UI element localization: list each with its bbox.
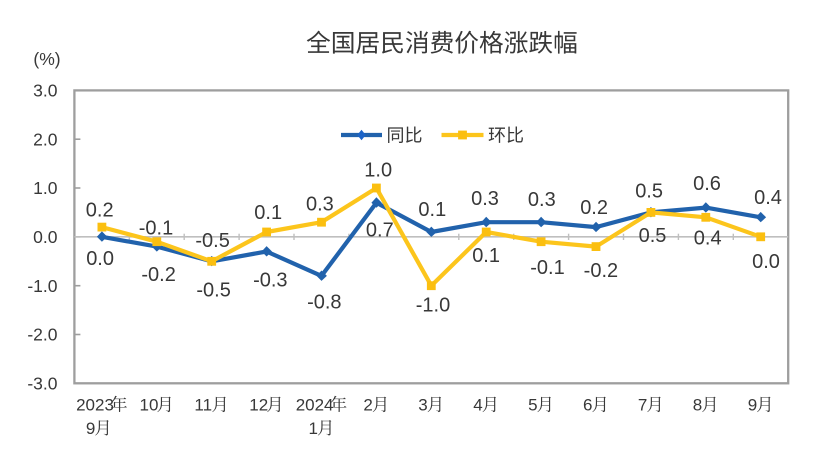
svg-text:0.4: 0.4 <box>694 228 722 250</box>
svg-text:3: 3 <box>418 396 427 415</box>
svg-text:0.2: 0.2 <box>580 197 608 219</box>
svg-text:0.7: 0.7 <box>366 219 394 241</box>
svg-text:0.0: 0.0 <box>752 251 780 273</box>
svg-text:-1.0: -1.0 <box>27 276 57 296</box>
svg-text:0.4: 0.4 <box>754 187 782 209</box>
svg-text:0.0: 0.0 <box>33 227 58 247</box>
svg-text:-0.2: -0.2 <box>141 264 175 286</box>
svg-text:11: 11 <box>194 396 212 415</box>
svg-text:2024: 2024 <box>296 396 334 415</box>
svg-text:0.1: 0.1 <box>472 245 500 267</box>
svg-text:1: 1 <box>309 419 318 438</box>
svg-text:2: 2 <box>363 396 372 415</box>
svg-text:-1.0: -1.0 <box>416 295 450 317</box>
svg-text:-0.1: -0.1 <box>530 257 564 279</box>
svg-text:1.0: 1.0 <box>33 178 58 198</box>
svg-text:2023: 2023 <box>76 396 114 415</box>
svg-text:-2.0: -2.0 <box>27 325 57 345</box>
svg-text:0.0: 0.0 <box>86 248 114 270</box>
svg-text:9: 9 <box>748 396 757 415</box>
svg-text:5: 5 <box>528 396 537 415</box>
svg-text:0.6: 0.6 <box>693 173 721 195</box>
svg-text:10: 10 <box>140 396 159 415</box>
svg-text:6: 6 <box>583 396 592 415</box>
svg-text:0.1: 0.1 <box>418 199 446 221</box>
svg-text:-0.5: -0.5 <box>195 230 229 252</box>
svg-text:2.0: 2.0 <box>33 129 58 149</box>
svg-text:-0.1: -0.1 <box>139 218 173 240</box>
svg-text:4: 4 <box>473 396 482 415</box>
svg-text:-0.3: -0.3 <box>253 270 287 292</box>
svg-text:-0.2: -0.2 <box>584 260 618 282</box>
svg-text:0.3: 0.3 <box>471 188 499 210</box>
svg-text:12: 12 <box>249 396 268 415</box>
svg-text:0.5: 0.5 <box>635 181 663 203</box>
svg-text:0.2: 0.2 <box>86 200 114 222</box>
svg-text:0.1: 0.1 <box>254 202 282 224</box>
svg-text:-0.8: -0.8 <box>307 292 341 314</box>
svg-text:(%): (%) <box>33 49 60 69</box>
svg-text:-3.0: -3.0 <box>27 374 57 394</box>
svg-text:3.0: 3.0 <box>33 81 58 101</box>
svg-text:7: 7 <box>638 396 647 415</box>
svg-text:8: 8 <box>693 396 702 415</box>
svg-text:9: 9 <box>86 419 95 438</box>
svg-text:0.3: 0.3 <box>528 189 556 211</box>
svg-text:-0.5: -0.5 <box>196 280 230 302</box>
svg-text:1.0: 1.0 <box>364 160 392 182</box>
svg-text:0.5: 0.5 <box>639 225 667 247</box>
svg-text:0.3: 0.3 <box>306 194 334 216</box>
